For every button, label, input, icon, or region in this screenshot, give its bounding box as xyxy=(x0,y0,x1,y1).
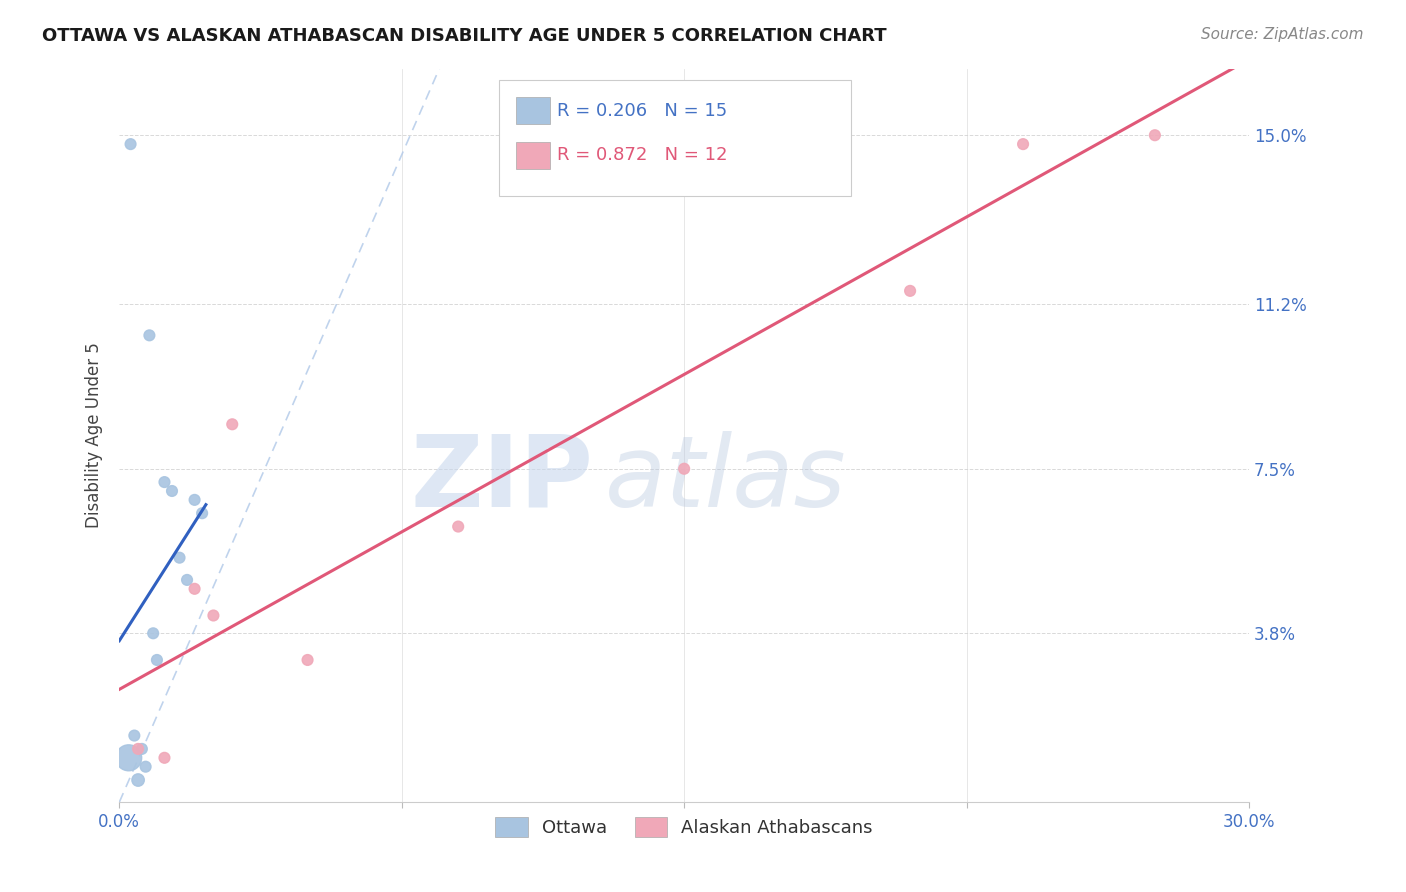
Text: R = 0.872   N = 12: R = 0.872 N = 12 xyxy=(557,146,727,164)
Point xyxy=(120,137,142,152)
Point xyxy=(124,729,146,743)
Legend: Ottawa, Alaskan Athabascans: Ottawa, Alaskan Athabascans xyxy=(488,809,880,845)
Point xyxy=(221,417,243,432)
Text: R = 0.206   N = 15: R = 0.206 N = 15 xyxy=(557,102,727,120)
Point xyxy=(202,608,225,623)
Text: OTTAWA VS ALASKAN ATHABASCAN DISABILITY AGE UNDER 5 CORRELATION CHART: OTTAWA VS ALASKAN ATHABASCAN DISABILITY … xyxy=(42,27,887,45)
Point xyxy=(1143,128,1166,143)
Point xyxy=(160,483,183,498)
Point xyxy=(153,475,176,489)
Point xyxy=(176,573,198,587)
Point xyxy=(447,519,470,533)
Point xyxy=(191,506,214,520)
Y-axis label: Disability Age Under 5: Disability Age Under 5 xyxy=(86,343,103,528)
Point xyxy=(118,751,141,765)
Point xyxy=(1012,137,1035,152)
Text: atlas: atlas xyxy=(605,431,846,528)
Point xyxy=(297,653,319,667)
Point xyxy=(131,742,153,756)
Point xyxy=(127,742,149,756)
Text: ZIP: ZIP xyxy=(411,431,593,528)
Point xyxy=(135,760,157,774)
Point xyxy=(146,653,169,667)
Point xyxy=(169,550,191,565)
Point xyxy=(183,492,205,507)
Point xyxy=(673,462,696,476)
Point xyxy=(183,582,205,596)
Text: Source: ZipAtlas.com: Source: ZipAtlas.com xyxy=(1201,27,1364,42)
Point xyxy=(142,626,165,640)
Point xyxy=(153,751,176,765)
Point xyxy=(127,772,149,787)
Point xyxy=(824,181,846,195)
Point xyxy=(898,284,921,298)
Point xyxy=(138,328,160,343)
